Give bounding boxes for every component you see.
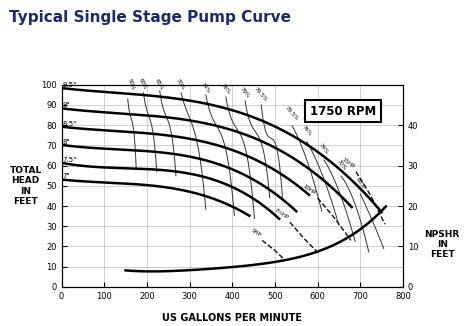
Text: 65%: 65% <box>355 177 366 190</box>
Text: 79%: 79% <box>238 86 250 99</box>
Text: 60%: 60% <box>138 78 147 91</box>
Text: 79.5%: 79.5% <box>284 105 300 121</box>
Text: 1750 RPM: 1750 RPM <box>310 105 376 118</box>
Text: 50%: 50% <box>127 78 136 91</box>
Text: 76%: 76% <box>219 82 231 95</box>
Text: 9": 9" <box>63 102 71 109</box>
Text: US GALLONS PER MINUTE: US GALLONS PER MINUTE <box>162 313 302 323</box>
Text: 10HP: 10HP <box>302 184 317 196</box>
Text: 8": 8" <box>63 139 71 145</box>
Text: 8.5": 8.5" <box>63 121 77 126</box>
Text: 74%: 74% <box>200 82 210 95</box>
Text: 7": 7" <box>63 173 71 179</box>
Text: 9.5": 9.5" <box>63 82 77 88</box>
Text: TOTAL
HEAD
IN
FEET: TOTAL HEAD IN FEET <box>9 166 42 206</box>
Text: 15HP: 15HP <box>341 157 355 170</box>
Text: 76%: 76% <box>301 125 313 137</box>
Text: 70%: 70% <box>175 78 186 91</box>
Text: 79.5%: 79.5% <box>253 87 268 103</box>
Text: 7.5": 7.5" <box>63 157 77 163</box>
Text: 65%: 65% <box>154 78 164 91</box>
Text: 70%: 70% <box>336 159 346 172</box>
Text: 7½HP: 7½HP <box>273 207 289 220</box>
Text: 74%: 74% <box>318 143 330 156</box>
Text: 5HP: 5HP <box>249 228 261 238</box>
Text: Typical Single Stage Pump Curve: Typical Single Stage Pump Curve <box>9 10 292 25</box>
Text: NPSHR
IN
FEET: NPSHR IN FEET <box>425 230 460 259</box>
